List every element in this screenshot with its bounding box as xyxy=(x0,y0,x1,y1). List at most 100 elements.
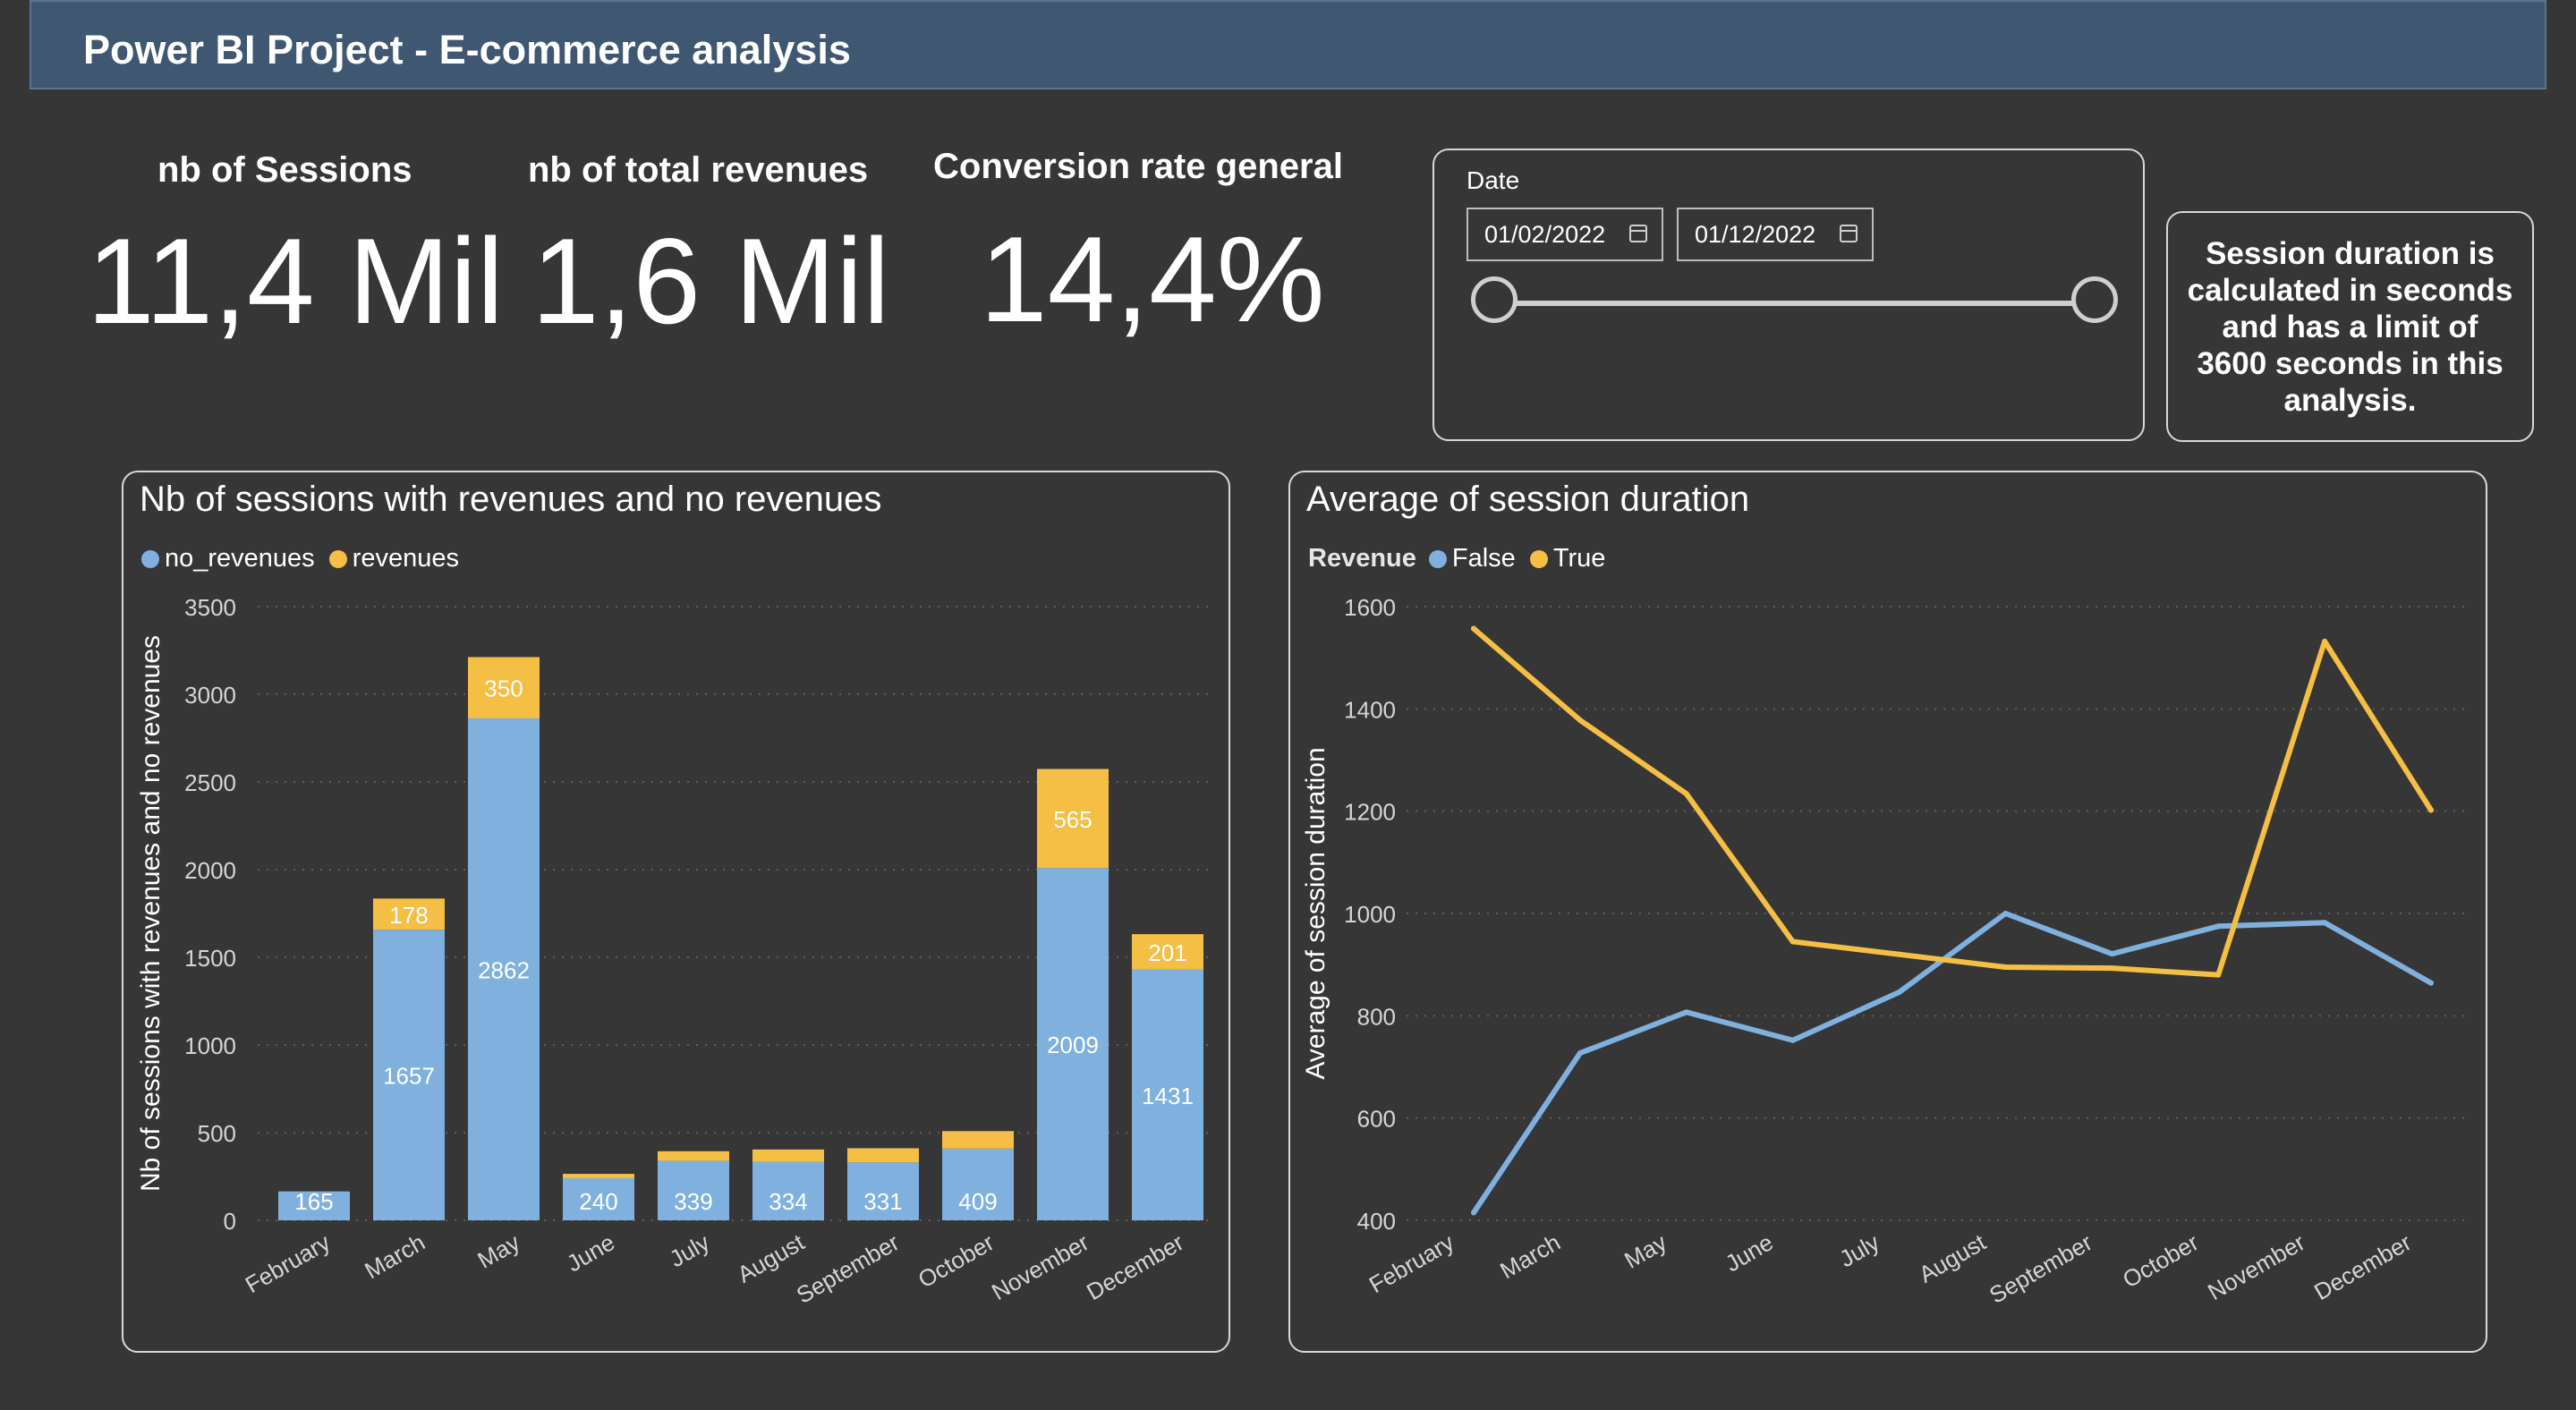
data-point xyxy=(1896,951,1902,957)
y-axis-title: Average of session duration xyxy=(1301,747,1331,1079)
x-tick-label: June xyxy=(1721,1228,1778,1277)
data-point xyxy=(2215,923,2222,930)
bar-value-label: 350 xyxy=(484,675,523,702)
date-slicer: Date 01/02/2022 01/12/2022 xyxy=(1433,149,2145,441)
bar-segment-revenues xyxy=(1037,769,1109,869)
legend-item-false[interactable]: False xyxy=(1428,544,1516,573)
legend-dot-blue xyxy=(141,549,159,568)
kpi-revenues-title: nb of total revenues xyxy=(528,150,869,190)
bar-chart-title: Nb of sessions with revenues and no reve… xyxy=(140,480,882,519)
bar-segment-no-revenues xyxy=(752,1161,824,1220)
line-chart-plot: 400 600 800 1000 1200 1400 1600 Average of sess… xyxy=(1301,594,2471,1309)
series-line-false xyxy=(1471,911,2434,1216)
data-point xyxy=(2109,951,2115,957)
bar-segment-revenues xyxy=(1132,934,1203,970)
y-tick-label: 600 xyxy=(1357,1106,1396,1133)
data-point xyxy=(1471,1210,1476,1216)
bar-value-label: 2862 xyxy=(478,957,530,984)
bar-segment-revenues xyxy=(942,1131,1014,1149)
series-line-true xyxy=(1471,625,2434,978)
bar-segment-no-revenues xyxy=(658,1160,729,1220)
date-range-start-handle[interactable] xyxy=(1471,276,1518,323)
x-tick-label: March xyxy=(1495,1228,1565,1284)
legend-dot-blue xyxy=(1428,549,1447,568)
bar-value-label: 201 xyxy=(1148,939,1186,966)
data-point xyxy=(1683,1009,1689,1015)
legend-label-true: True xyxy=(1552,544,1606,573)
bar-value-label: 339 xyxy=(674,1188,712,1215)
legend-item-no-revenues[interactable]: no_revenues xyxy=(141,544,315,573)
data-point xyxy=(1683,791,1689,797)
bar-chart-legend: no_revenues revenues xyxy=(141,544,473,573)
duration-line-chart-card: Average of session duration Revenue Fals… xyxy=(1288,471,2487,1353)
y-tick-label: 2000 xyxy=(184,857,236,884)
x-tick-label: June xyxy=(562,1228,619,1277)
data-point xyxy=(2109,965,2115,972)
legend-item-true[interactable]: True xyxy=(1529,544,1606,573)
legend-label-false: False xyxy=(1451,544,1516,573)
date-range-end-handle[interactable] xyxy=(2071,276,2118,323)
bar-value-label: 165 xyxy=(294,1188,333,1215)
x-tick-label: August xyxy=(733,1228,810,1288)
x-tick-label: July xyxy=(1835,1228,1884,1272)
bar-segment-revenues xyxy=(752,1149,824,1162)
y-tick-label: 1000 xyxy=(1344,901,1396,928)
line-chart-title: Average of session duration xyxy=(1306,480,1750,519)
legend-item-revenues[interactable]: revenues xyxy=(328,544,459,573)
y-tick-label: 1500 xyxy=(184,945,236,972)
date-range-slider-track[interactable] xyxy=(1497,301,2096,306)
kpi-conversion-value: 14,4% xyxy=(980,211,1325,347)
kpi-sessions-value: 11,4 Mil xyxy=(87,213,505,349)
data-point xyxy=(2002,911,2009,916)
bar-value-label: 334 xyxy=(769,1188,807,1215)
x-tick-label: October xyxy=(914,1228,999,1293)
kpi-sessions-title: nb of Sessions xyxy=(157,150,412,190)
legend-title-revenue: Revenue xyxy=(1308,544,1416,573)
start-date-input[interactable]: 01/02/2022 xyxy=(1467,208,1663,261)
y-tick-label: 400 xyxy=(1357,1208,1396,1235)
line-chart-legend: Revenue False True xyxy=(1308,544,1620,573)
data-point xyxy=(2322,920,2328,926)
kpi-conversion-title: Conversion rate general xyxy=(933,147,1343,186)
bar-segment-no-revenues xyxy=(373,930,445,1220)
data-point xyxy=(1577,717,1583,723)
bar-value-label: 178 xyxy=(389,902,428,929)
x-tick-label: September xyxy=(1985,1228,2096,1309)
data-point xyxy=(1471,625,1476,632)
date-slicer-label: Date xyxy=(1467,166,1520,194)
header-bar: Power BI Project - E-commerce analysis xyxy=(30,0,2546,89)
bar-segment-revenues xyxy=(563,1174,634,1178)
bar-value-label: 1657 xyxy=(383,1063,435,1090)
legend-label-no-revenues: no_revenues xyxy=(165,544,315,573)
calendar-icon[interactable] xyxy=(1629,225,1647,242)
bar-segment-no-revenues xyxy=(1037,868,1109,1220)
y-tick-label: 1400 xyxy=(1344,696,1396,723)
x-tick-label: December xyxy=(1082,1228,1188,1305)
calendar-icon[interactable] xyxy=(1840,225,1858,242)
data-point xyxy=(1790,939,1796,945)
bar-segment-revenues xyxy=(658,1151,729,1161)
x-tick-label: May xyxy=(1620,1228,1671,1274)
y-tick-label: 0 xyxy=(224,1208,236,1235)
data-point xyxy=(1896,990,1902,996)
bar-segment-no-revenues xyxy=(278,1191,350,1220)
bar-segment-no-revenues xyxy=(847,1162,919,1220)
bar-chart-plot: 0 500 1000 1500 2000 2500 3000 3500 Nb of sessio… xyxy=(136,594,1215,1309)
x-tick-label: October xyxy=(2118,1228,2203,1293)
bar-segment-no-revenues xyxy=(942,1148,1014,1220)
x-tick-label: February xyxy=(241,1228,335,1298)
y-tick-label: 1000 xyxy=(184,1032,236,1059)
end-date-value: 01/12/2022 xyxy=(1695,221,1816,248)
kpi-revenues-value: 1,6 Mil xyxy=(531,213,890,349)
bar-value-label: 409 xyxy=(958,1188,997,1215)
y-tick-label: 1200 xyxy=(1344,799,1396,826)
data-point xyxy=(2322,638,2328,644)
legend-dot-yellow xyxy=(1529,549,1548,568)
bar-segment-revenues xyxy=(373,898,445,930)
x-tick-label: September xyxy=(792,1228,904,1309)
x-tick-label: December xyxy=(2309,1228,2416,1305)
y-axis-title: Nb of sessions with revenues and no reve… xyxy=(136,635,166,1192)
data-point xyxy=(2428,980,2434,986)
end-date-input[interactable]: 01/12/2022 xyxy=(1677,208,1874,261)
start-date-value: 01/02/2022 xyxy=(1484,221,1606,248)
